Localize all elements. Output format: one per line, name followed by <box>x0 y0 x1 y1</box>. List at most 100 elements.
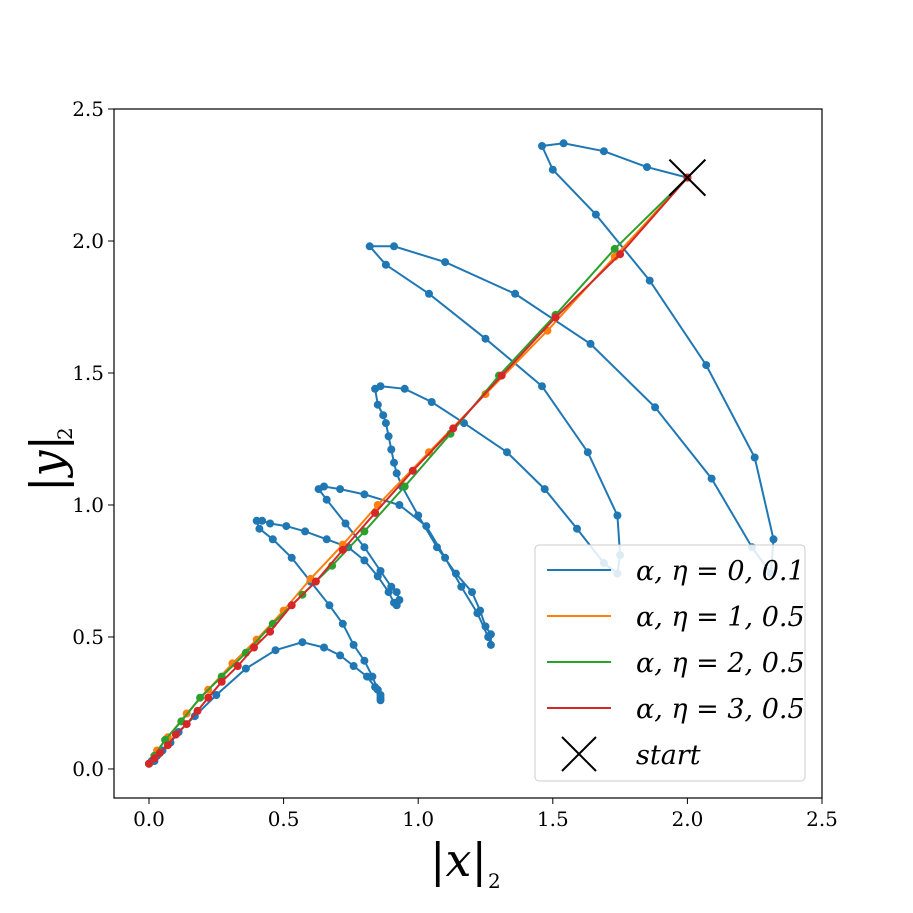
data-point <box>365 242 374 251</box>
data-point <box>255 524 264 533</box>
data-point <box>371 508 380 517</box>
data-point <box>481 622 490 631</box>
data-point <box>616 250 625 259</box>
data-point <box>548 165 557 174</box>
data-point <box>538 382 546 391</box>
data-point <box>371 683 380 692</box>
data-point <box>193 706 202 715</box>
data-point <box>481 334 490 343</box>
data-point <box>360 527 369 536</box>
x-tick-label: 0.0 <box>133 807 165 831</box>
data-point <box>441 553 450 562</box>
legend-label: α, η = 3, 0.5 <box>636 694 805 725</box>
data-point <box>486 640 495 649</box>
data-point <box>298 638 307 647</box>
y-axis: 0.0 0.5 1.0 1.5 2.0 2.5 <box>72 97 114 781</box>
data-point <box>338 545 347 554</box>
data-point <box>551 313 560 322</box>
data-point <box>145 759 153 768</box>
data-point <box>301 527 310 536</box>
x-tick-label: 2.0 <box>671 807 703 831</box>
y-tick-label: 1.5 <box>72 361 104 385</box>
x-tick-label: 2.5 <box>806 807 838 831</box>
data-point <box>360 556 369 565</box>
data-point <box>599 147 608 156</box>
data-point <box>425 289 433 298</box>
y-tick-label: 1.0 <box>72 493 104 517</box>
data-point <box>586 339 595 348</box>
data-point <box>171 730 180 739</box>
data-point <box>268 535 277 544</box>
data-point <box>473 609 482 618</box>
data-point <box>559 139 568 148</box>
data-point <box>217 677 226 686</box>
data-point <box>451 569 460 578</box>
data-point <box>414 511 423 520</box>
x-tick-label: 1.0 <box>402 807 434 831</box>
data-point <box>400 384 409 393</box>
data-point <box>349 640 358 649</box>
data-point <box>497 371 506 380</box>
data-point <box>538 142 546 150</box>
data-point <box>349 662 358 670</box>
series-layer <box>145 139 778 768</box>
data-point <box>645 276 654 285</box>
x-tick-label: 0.5 <box>268 807 300 831</box>
data-point <box>287 553 296 562</box>
data-point <box>376 691 385 699</box>
data-point <box>360 656 369 665</box>
legend-label-start: start <box>636 740 701 771</box>
data-point <box>390 242 398 251</box>
data-point <box>371 384 380 393</box>
plot-frame <box>113 108 823 799</box>
data-point <box>468 588 476 597</box>
data-point <box>266 627 275 636</box>
data-point <box>610 244 619 253</box>
data-point <box>360 543 369 552</box>
data-point <box>233 662 242 670</box>
data-point <box>282 522 291 531</box>
data-point <box>150 754 159 763</box>
legend-start-marker <box>561 736 597 772</box>
y-tick-label: 2.5 <box>72 97 104 121</box>
data-point <box>390 598 398 607</box>
data-point <box>241 664 250 673</box>
y-tick-label: 2.0 <box>72 229 104 253</box>
data-point <box>314 485 323 494</box>
data-point <box>540 485 549 494</box>
data-point <box>392 469 401 478</box>
x-axis-label-subscript: 2 <box>488 869 501 893</box>
data-point <box>392 588 401 597</box>
data-point <box>311 577 320 586</box>
x-axis-label: |x| <box>430 833 487 887</box>
data-point <box>422 522 431 531</box>
legend: α, η = 0, 0.1 α, η = 1, 0.5 α, η = 2, 0.5 α… <box>534 544 806 782</box>
data-point <box>390 458 398 467</box>
data-point <box>360 490 369 499</box>
data-point <box>381 260 390 269</box>
legend-label: α, η = 1, 0.5 <box>636 602 805 633</box>
data-point <box>373 572 382 581</box>
legend-label: α, η = 0, 0.1 <box>636 556 805 587</box>
data-point <box>287 601 296 610</box>
data-point <box>325 601 334 610</box>
data-point <box>702 361 711 370</box>
data-point <box>441 258 450 267</box>
data-point <box>750 453 759 462</box>
data-point <box>379 411 388 420</box>
data-point <box>511 289 520 298</box>
data-point <box>155 749 164 758</box>
data-point <box>503 448 511 457</box>
y-tick-label: 0.0 <box>72 757 104 781</box>
data-point <box>484 633 493 641</box>
data-point <box>212 691 221 699</box>
start-marker <box>668 158 707 197</box>
data-point <box>707 474 716 483</box>
legend-label: α, η = 2, 0.5 <box>636 648 805 679</box>
data-point <box>320 643 328 652</box>
data-point <box>373 400 382 409</box>
data-point <box>449 424 458 433</box>
data-point <box>381 419 390 428</box>
data-point <box>204 693 213 702</box>
